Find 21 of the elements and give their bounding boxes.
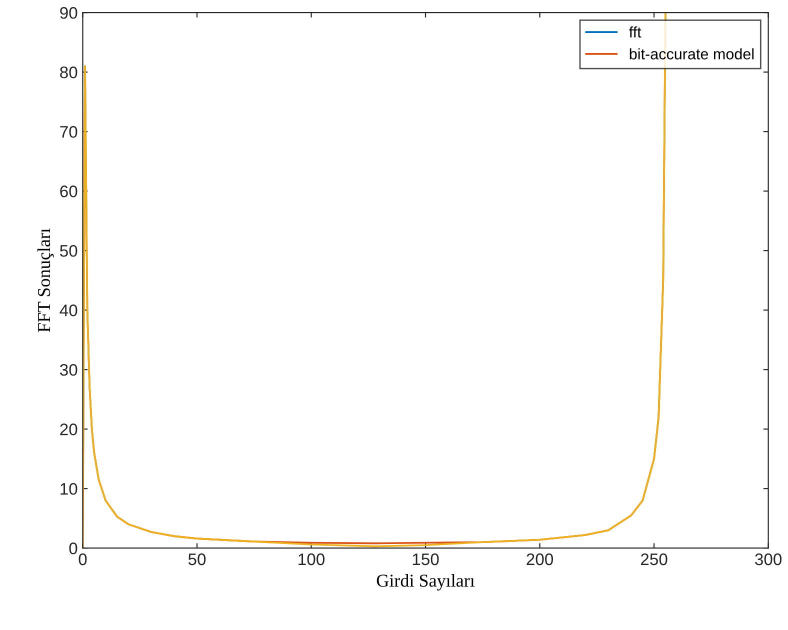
y-tick-label: 80: [60, 66, 78, 78]
y-tick-label: 60: [60, 186, 78, 198]
y-tick-label: 10: [60, 483, 78, 495]
y-tick-label: 50: [60, 245, 78, 257]
y-tick-label: 40: [60, 304, 78, 316]
x-tick-label: 0: [78, 553, 87, 566]
legend-label: bit-accurate model: [630, 48, 754, 60]
y-axis-title: FFT Sonuçları: [37, 228, 54, 332]
y-tick-label: 0: [69, 542, 78, 554]
x-tick-label: 150: [412, 553, 439, 566]
y-tick-label: 20: [60, 424, 78, 436]
x-tick-label: 200: [526, 553, 554, 566]
y-tick-label: 30: [60, 364, 78, 376]
y-tick-label: 90: [60, 7, 78, 19]
x-tick-label: 50: [188, 553, 206, 566]
x-axis-title: Girdi Sayıları: [376, 574, 475, 590]
legend-label: fft: [629, 26, 642, 38]
y-tick-label: 70: [60, 126, 78, 138]
x-tick-label: 100: [298, 553, 325, 566]
x-tick-label: 250: [640, 553, 668, 566]
x-tick-label: 300: [755, 553, 782, 566]
